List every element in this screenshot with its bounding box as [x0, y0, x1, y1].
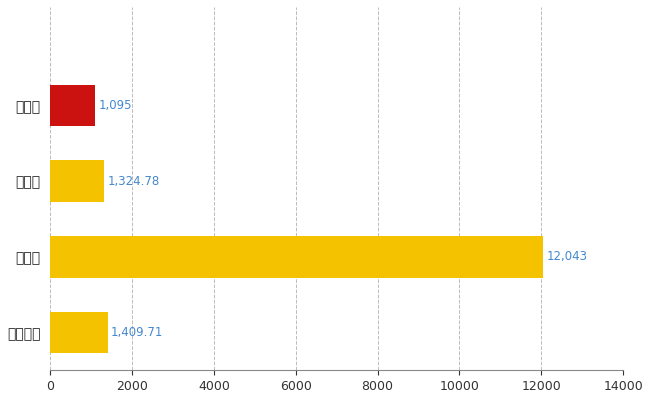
- Text: 1,409.71: 1,409.71: [111, 326, 164, 339]
- Bar: [50, 236, 543, 278]
- Text: 1,324.78: 1,324.78: [108, 174, 160, 188]
- Bar: [50, 84, 95, 126]
- Bar: [50, 160, 105, 202]
- Bar: [50, 312, 108, 353]
- Text: 1,095: 1,095: [98, 99, 132, 112]
- Text: 12,043: 12,043: [547, 250, 588, 263]
